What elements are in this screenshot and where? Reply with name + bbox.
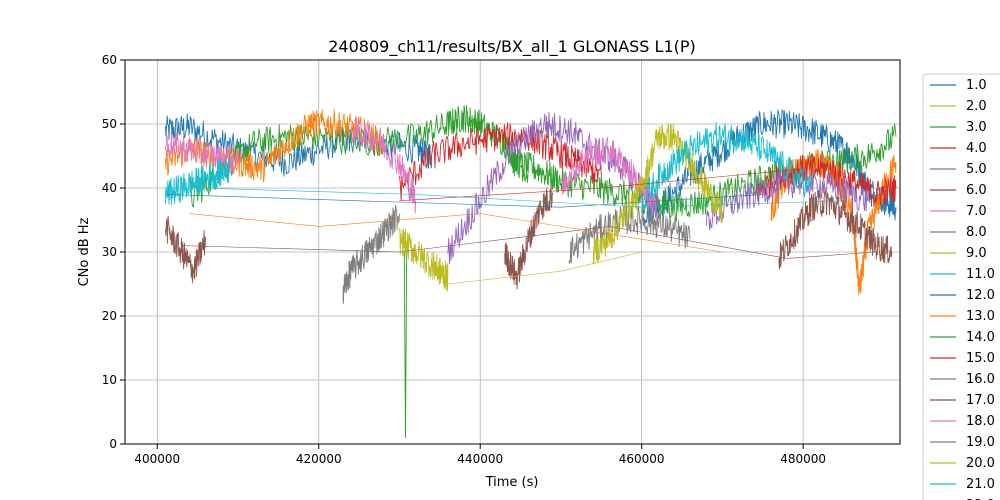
y-tick-label: 60 <box>102 53 117 67</box>
legend-entry: 14.0 <box>930 330 995 345</box>
legend-entry: 15.0 <box>930 351 995 366</box>
legend-entry: 11.0 <box>930 267 995 282</box>
plot-frame <box>124 59 901 445</box>
legend-label: 2.0 <box>966 99 987 114</box>
series-line-19-0 <box>568 205 691 264</box>
legend: 1.0 2.0 3.0 4.0 5.0 6.0 7.0 8.0 9.0 11.0 12.0 13.0 1… <box>922 73 1000 500</box>
legend-label: 21.0 <box>966 477 995 492</box>
series-line-5-0 <box>705 166 869 231</box>
series-lines <box>164 105 897 439</box>
y-axis-label: CNo dB Hz <box>77 217 92 286</box>
legend-label: 20.0 <box>966 456 995 471</box>
legend-label: 4.0 <box>966 141 987 156</box>
legend-entry: 19.0 <box>930 435 995 450</box>
series-line-2-0 <box>592 123 723 265</box>
legend-label: 3.0 <box>966 120 987 135</box>
y-tick-label: 40 <box>102 181 117 195</box>
series-line-18-0 <box>350 117 417 214</box>
legend-entry: 12.0 <box>930 288 995 303</box>
legend-label: 18.0 <box>966 414 995 429</box>
y-tick-label: 50 <box>102 117 117 131</box>
legend-label: 7.0 <box>966 204 987 219</box>
legend-entry: 6.0 <box>930 183 987 198</box>
legend-box <box>922 73 1000 500</box>
legend-label: 14.0 <box>966 330 995 345</box>
legend-entry: 5.0 <box>930 162 987 177</box>
legend-label: 8.0 <box>966 225 987 240</box>
legend-entry: 22.0 <box>966 498 995 500</box>
x-axis-label: Time (s) <box>485 475 539 490</box>
series-line-17-0 <box>504 184 554 290</box>
series-line-connector-5 <box>399 168 804 202</box>
series-line-6-0-late <box>778 188 893 270</box>
legend-label: 5.0 <box>966 162 987 177</box>
series-line-11-0 <box>164 156 231 206</box>
x-axis-ticks: 400000 420000 440000 460000 480000 <box>134 444 826 466</box>
legend-entry: 1.0 <box>930 78 987 93</box>
x-tick-label: 480000 <box>780 452 826 466</box>
y-tick-label: 0 <box>109 437 117 451</box>
series-line-4-0 <box>399 122 602 201</box>
legend-entry: 7.0 <box>930 204 987 219</box>
series-line-8-0 <box>342 204 400 305</box>
legend-entry: 18.0 <box>930 414 995 429</box>
x-tick-label: 460000 <box>619 452 665 466</box>
legend-entry: 20.0 <box>930 456 995 471</box>
legend-entry: 4.0 <box>930 141 987 156</box>
series-line-14-0 <box>189 105 529 208</box>
series-line-connector-2 <box>181 226 876 259</box>
legend-entry: 13.0 <box>930 309 995 324</box>
legend-entry: 17.0 <box>930 393 995 408</box>
legend-label: 22.0 <box>966 498 995 500</box>
series-line-3-0-drop <box>403 251 408 439</box>
legend-entry: 3.0 <box>930 120 987 135</box>
series-line-9-0 <box>399 228 449 292</box>
series-line-connector-3 <box>447 251 642 285</box>
x-tick-label: 440000 <box>457 452 503 466</box>
legend-label: 1.0 <box>966 78 987 93</box>
legend-label: 13.0 <box>966 309 995 324</box>
legend-entry: 9.0 <box>930 246 987 261</box>
legend-entry: 2.0 <box>930 99 987 114</box>
legend-label: 9.0 <box>966 246 987 261</box>
legend-label: 17.0 <box>966 393 995 408</box>
series-line-6-0 <box>164 216 207 284</box>
legend-label: 16.0 <box>966 372 995 387</box>
series-line-21-0 <box>641 122 812 214</box>
x-tick-label: 420000 <box>296 452 342 466</box>
series-line-connector-4 <box>165 194 763 208</box>
y-axis-ticks: 0 10 20 30 40 50 60 <box>102 53 125 451</box>
legend-entry: 21.0 <box>930 477 995 492</box>
series-line-7-0 <box>164 131 239 174</box>
y-tick-label: 10 <box>102 373 117 387</box>
chart-title: 240809_ch11/results/BX_all_1 GLONASS L1(… <box>328 37 696 57</box>
x-tick-label: 400000 <box>134 452 180 466</box>
legend-entry: 8.0 <box>930 225 987 240</box>
series-line-connector-1 <box>189 213 723 253</box>
legend-label: 6.0 <box>966 183 987 198</box>
legend-label: 19.0 <box>966 435 995 450</box>
legend-label: 12.0 <box>966 288 995 303</box>
legend-label: 15.0 <box>966 351 995 366</box>
legend-label: 11.0 <box>966 267 995 282</box>
series-line-connector-6 <box>197 187 844 208</box>
y-tick-label: 30 <box>102 245 117 259</box>
y-tick-label: 20 <box>102 309 117 323</box>
legend-entry: 16.0 <box>930 372 995 387</box>
